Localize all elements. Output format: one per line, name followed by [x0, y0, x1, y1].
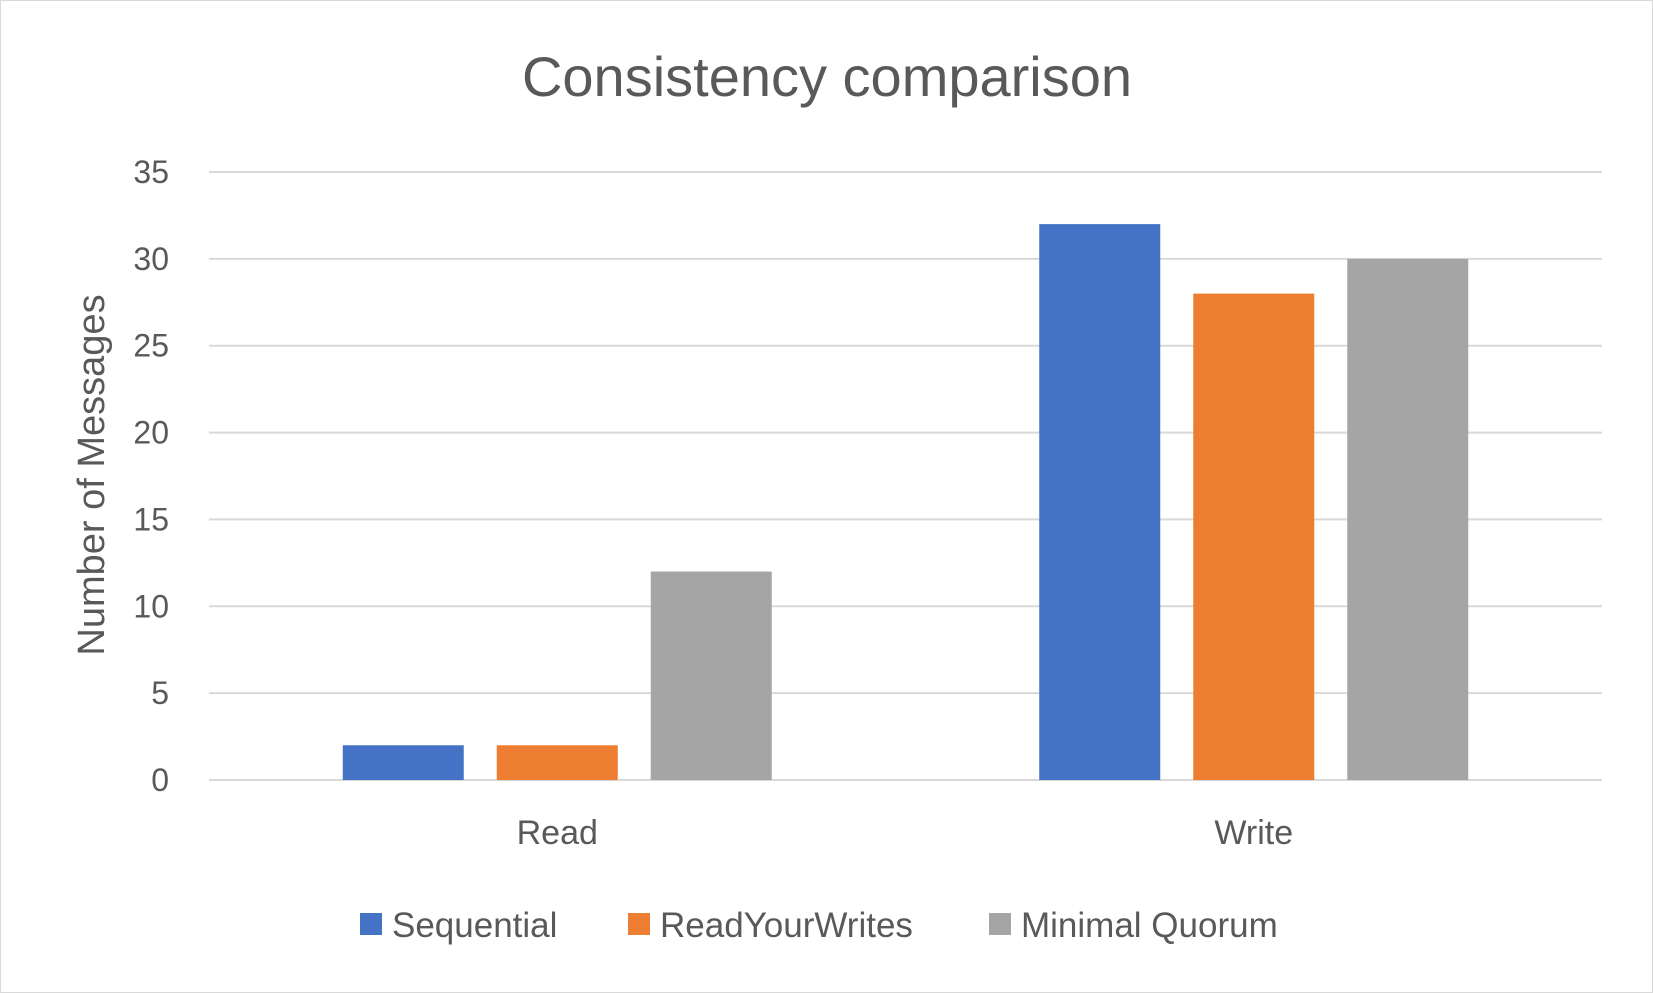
bar-read-sequential [342, 745, 464, 780]
bar-write-sequential [1039, 224, 1161, 781]
y-tick-label: 15 [133, 501, 169, 537]
legend-label: Minimal Quorum [1021, 906, 1278, 945]
y-tick-label: 30 [133, 241, 169, 277]
bar-write-readyourwrites [1193, 293, 1315, 780]
legend-label: ReadYourWrites [660, 906, 913, 945]
gridlines [209, 171, 1602, 781]
x-axis-categories: Read Write [517, 814, 1294, 852]
y-tick-label: 25 [133, 328, 169, 364]
y-tick-label: 0 [151, 762, 169, 798]
y-axis-ticks: 0 5 10 15 20 25 30 35 [133, 154, 169, 798]
y-tick-label: 20 [133, 415, 169, 451]
y-tick-label: 35 [133, 154, 169, 190]
bar-write-minimal-quorum [1347, 258, 1469, 780]
bars [342, 224, 1469, 781]
legend-swatch-readyourwrites [628, 913, 650, 935]
x-category-label: Read [517, 814, 598, 852]
y-tick-label: 10 [133, 588, 169, 624]
bar-read-minimal-quorum [650, 571, 772, 780]
bar-read-readyourwrites [496, 745, 618, 780]
legend-swatch-minimal-quorum [989, 913, 1011, 935]
legend-swatch-sequential [360, 913, 382, 935]
x-category-label: Write [1214, 814, 1293, 852]
chart-title: Consistency comparison [522, 45, 1132, 108]
y-axis-label: Number of Messages [71, 294, 113, 655]
legend: Sequential ReadYourWrites Minimal Quorum [360, 906, 1278, 945]
y-tick-label: 5 [151, 675, 169, 711]
legend-label: Sequential [392, 906, 557, 945]
